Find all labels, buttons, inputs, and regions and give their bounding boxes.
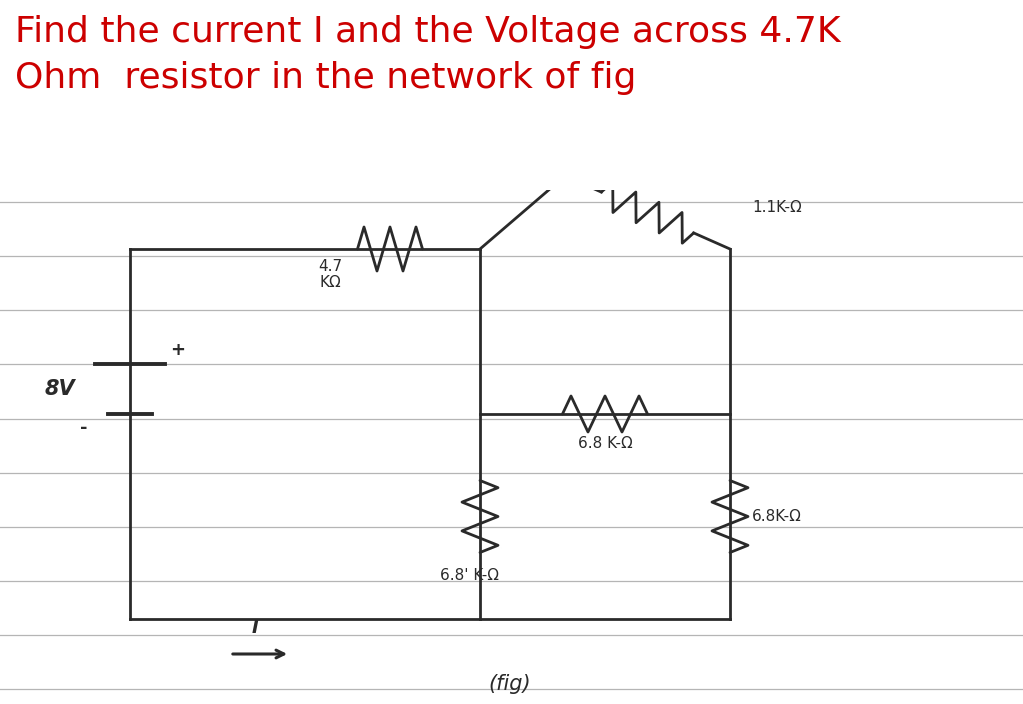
Text: -: - [80, 419, 87, 437]
Text: (fig): (fig) [489, 674, 531, 694]
Text: 8V: 8V [44, 379, 75, 399]
Text: I: I [252, 619, 259, 637]
Text: Find the current I and the Voltage across 4.7K
Ohm  resistor in the network of f: Find the current I and the Voltage acros… [15, 15, 841, 95]
Text: 6.8 K-Ω: 6.8 K-Ω [578, 436, 632, 451]
Text: 6.8' K-Ω: 6.8' K-Ω [441, 569, 499, 584]
Text: 6.8K-Ω: 6.8K-Ω [752, 509, 802, 524]
Text: +: + [170, 341, 185, 359]
Text: 1.1K-Ω: 1.1K-Ω [752, 200, 802, 215]
Text: 4.7
KΩ: 4.7 KΩ [318, 259, 342, 290]
